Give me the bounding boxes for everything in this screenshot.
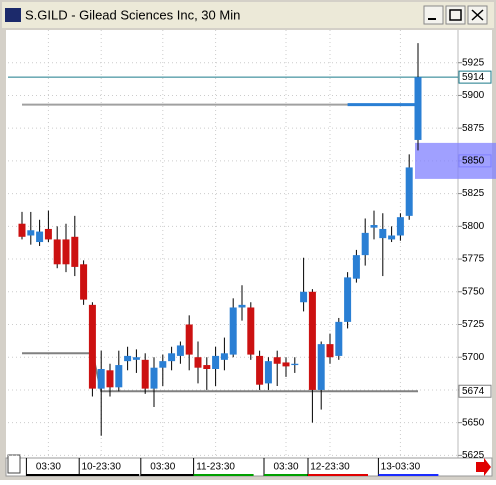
candle-body (326, 344, 334, 358)
candle-body (159, 361, 167, 368)
x-tick-label: 03:30 (36, 462, 61, 473)
candle-body (194, 357, 202, 368)
candle-body (282, 362, 290, 367)
candle-body (247, 307, 255, 355)
candle-body (291, 363, 299, 366)
hover-band (415, 142, 496, 179)
candle-body (124, 355, 132, 362)
candle-body (176, 345, 184, 356)
candle-body (185, 324, 193, 355)
candle-body (379, 228, 387, 239)
candle-body (308, 291, 316, 390)
candle-body (405, 167, 413, 216)
scroll-box[interactable] (7, 454, 21, 474)
price-marker (458, 154, 492, 168)
candle-body (264, 361, 272, 384)
y-tick-label: 5700 (462, 352, 485, 363)
candle-body (150, 367, 158, 389)
price-marker-label: 5914 (462, 72, 485, 83)
candle-body (88, 304, 96, 389)
x-tick-label: 03:30 (150, 462, 175, 473)
candle-body (27, 230, 35, 236)
candle-body (388, 235, 396, 240)
candle-body (317, 344, 325, 390)
x-tick-label: 10-23:30 (81, 462, 121, 473)
y-tick-label: 5625 (462, 450, 485, 461)
maximize-button[interactable] (445, 5, 466, 25)
price-marker (458, 384, 492, 398)
x-tick-label: 11-23:30 (196, 462, 235, 473)
y-tick-label: 5800 (462, 221, 485, 232)
candle-body (80, 264, 88, 300)
candle-body (132, 357, 140, 360)
candle-body (238, 304, 246, 308)
candle-body (229, 307, 237, 355)
candle-body (300, 291, 308, 303)
candle-body (168, 353, 176, 362)
minimize-button[interactable] (423, 5, 444, 25)
price-marker (458, 70, 492, 84)
candle-body (396, 217, 404, 236)
window-buttons[interactable] (423, 5, 488, 25)
candle-body (273, 357, 281, 364)
y-tick-label: 5725 (462, 319, 485, 330)
x-tick-label: 12-23:30 (310, 462, 350, 473)
plot: 5625565056755700572557505775580058255850… (8, 30, 496, 476)
y-tick-label: 5875 (462, 123, 485, 134)
y-tick-label: 5750 (462, 286, 485, 297)
candle-body (36, 231, 44, 243)
candle-body (256, 355, 264, 385)
close-icon (471, 9, 484, 21)
window-title: S.GILD - Gilead Sciences Inc, 30 Min (25, 7, 240, 22)
price-marker-label: 5850 (462, 156, 485, 167)
candle-body (141, 359, 149, 389)
candle-body (370, 225, 378, 228)
y-tick-label: 5925 (462, 57, 485, 68)
candle-body (212, 355, 220, 369)
candle-body (18, 223, 26, 237)
x-tick-label: 03:30 (273, 462, 298, 473)
x-tick-label: 13-03:30 (381, 462, 421, 473)
y-tick-label: 5775 (462, 254, 485, 265)
app-icon (5, 8, 21, 22)
candle-body (44, 228, 52, 240)
title-bar (2, 2, 494, 28)
candle-body (97, 368, 105, 389)
y-tick-label: 5650 (462, 417, 485, 428)
candle-body (115, 365, 123, 388)
y-tick-label: 5900 (462, 90, 485, 101)
candle-body (344, 277, 352, 322)
candle-body (352, 255, 360, 279)
candle-body (361, 232, 369, 256)
candle-body (106, 370, 114, 388)
candle-body (203, 365, 211, 369)
candle-body (220, 353, 228, 360)
candle-body (62, 239, 70, 265)
plot-background (6, 30, 492, 458)
candle-body (335, 321, 343, 356)
price-marker-label: 5674 (462, 386, 485, 397)
candle-body (414, 77, 422, 140)
y-tick-label: 5825 (462, 188, 485, 199)
candle-body (53, 239, 61, 265)
candle-body (71, 236, 79, 267)
indicator-line (22, 352, 418, 393)
scroll-arrow[interactable] (476, 458, 491, 476)
maximize-icon (449, 9, 462, 21)
